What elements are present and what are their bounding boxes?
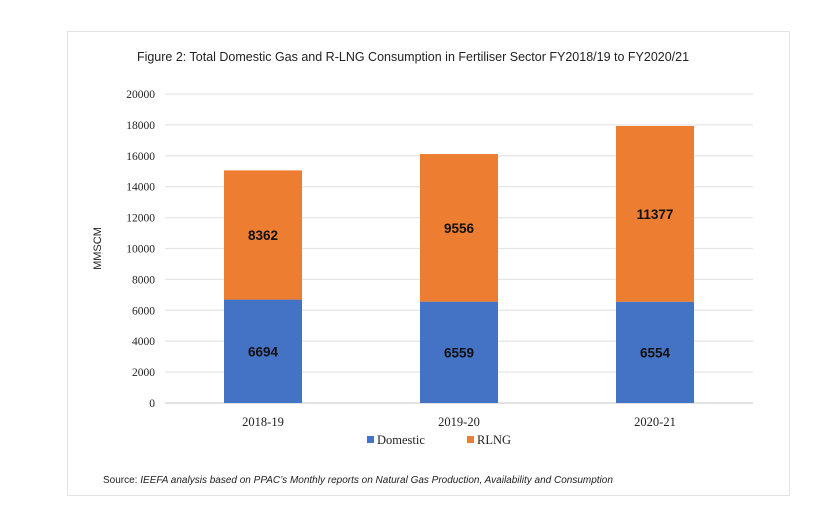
bar-domestic-2020-21 [616,301,694,403]
bar-rlng-2019-20 [420,154,498,302]
y-tick-label: 10000 [126,244,155,256]
x-tick-label: 2019-20 [438,415,480,429]
chart-title: Figure 2: Total Domestic Gas and R-LNG C… [136,50,690,64]
data-label: 6694 [248,344,279,359]
legend-label-domestic: Domestic [377,433,425,447]
legend-swatch-rlng [467,436,474,443]
y-tick-label: 6000 [132,305,155,317]
y-axis-label: MMSCM [92,227,104,270]
data-label: 6559 [444,345,474,360]
bar-domestic-2018-19 [224,299,302,403]
x-tick-label: 2020-21 [634,415,676,429]
y-tick-label: 0 [149,398,155,410]
x-tick-label: 2018-19 [242,415,284,429]
bar-rlng-2020-21 [616,125,694,302]
y-tick-label: 20000 [126,89,155,101]
y-tick-label: 14000 [126,182,155,194]
source-text: IEEFA analysis based on PPAC’s Monthly r… [140,475,613,486]
y-tick-label: 4000 [132,336,155,348]
data-label: 9556 [444,221,475,236]
data-label: 11377 [637,207,674,222]
y-tick-label: 8000 [132,274,155,286]
legend-swatch-domestic [367,436,374,443]
y-tick-label: 16000 [126,151,155,163]
y-tick-label: 12000 [126,213,155,225]
bar-domestic-2019-20 [420,301,498,403]
bar-rlng-2018-19 [224,170,302,300]
data-label: 8362 [248,228,278,243]
source-prefix: Source: [103,475,141,486]
data-label: 6554 [640,345,671,360]
y-tick-label: 18000 [126,120,155,132]
legend-label-rlng: RLNG [477,433,511,447]
y-tick-label: 2000 [132,367,155,379]
source-note: Source: IEEFA analysis based on PPAC’s M… [103,475,613,486]
